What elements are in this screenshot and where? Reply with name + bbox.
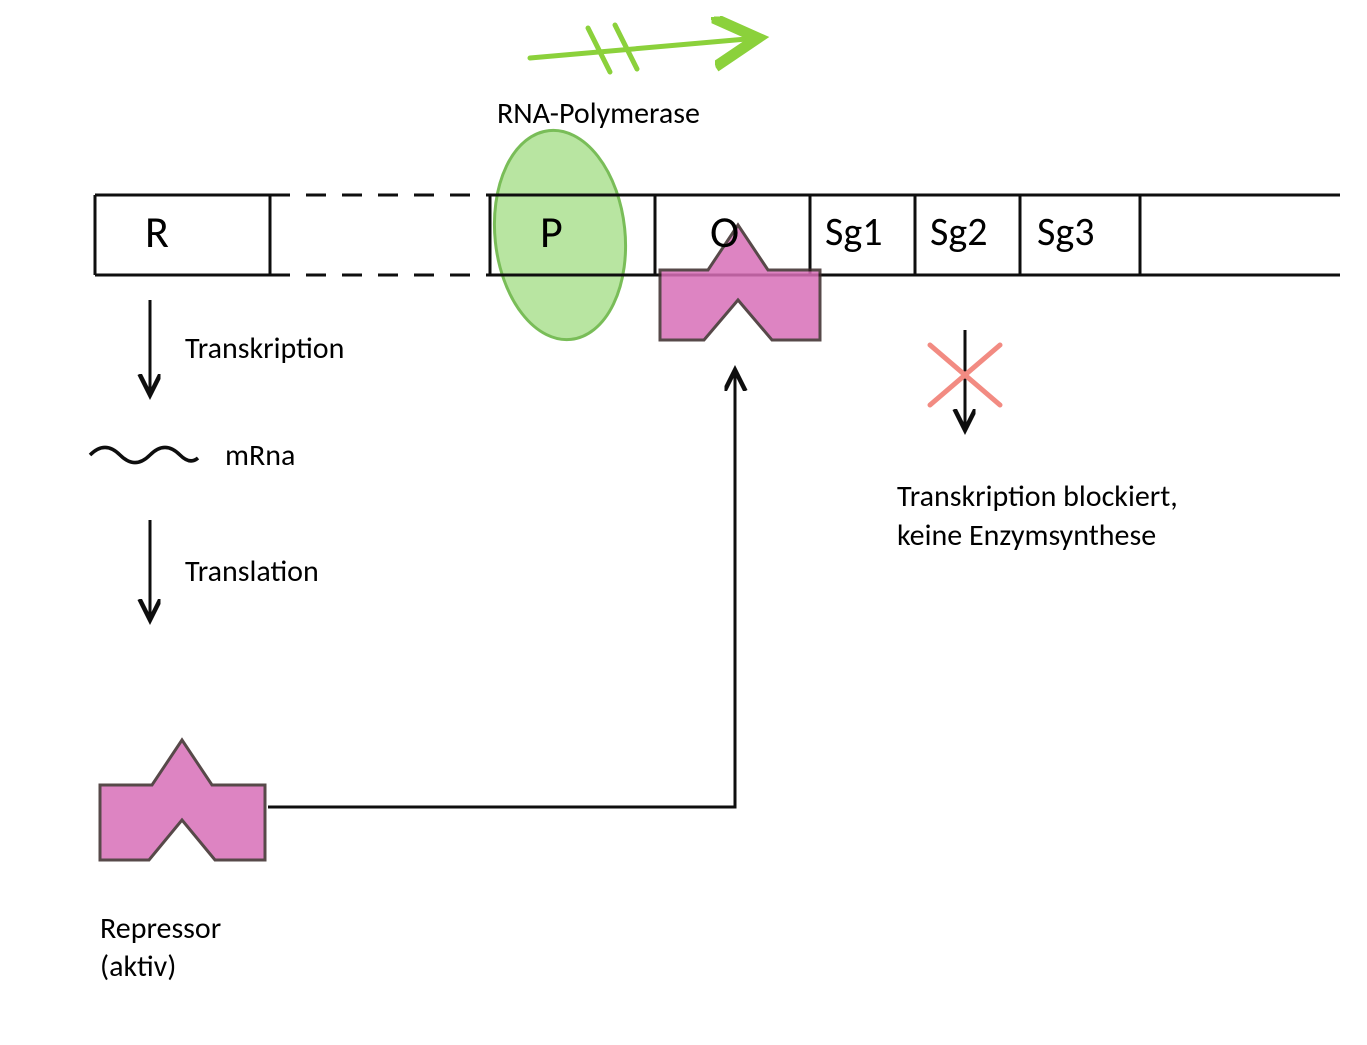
repressor-at-operator [660, 225, 820, 340]
gene-label-O: O [710, 205, 739, 259]
gene-label-Sg3: Sg3 [1037, 207, 1094, 256]
label-transkription: Transkription [185, 330, 344, 367]
gene-label-Sg1: Sg1 [825, 207, 882, 256]
repressor-protein [100, 740, 265, 860]
arrow-repressor-to-operator [268, 370, 735, 807]
label-mrna: mRna [225, 437, 295, 474]
blocked-green-arrow [530, 25, 758, 72]
gene-label-Sg2: Sg2 [930, 207, 987, 256]
label-blocked: Transkription blockiert, keine Enzymsynt… [897, 477, 1178, 555]
mrna-squiggle [90, 448, 198, 463]
label-repressor: Repressor (aktiv) [100, 910, 221, 985]
label-rna-polymerase: RNA-Polymerase [497, 95, 700, 132]
gene-label-P: P [540, 205, 563, 259]
label-translation: Translation [185, 553, 319, 590]
gene-label-R: R [145, 205, 169, 259]
